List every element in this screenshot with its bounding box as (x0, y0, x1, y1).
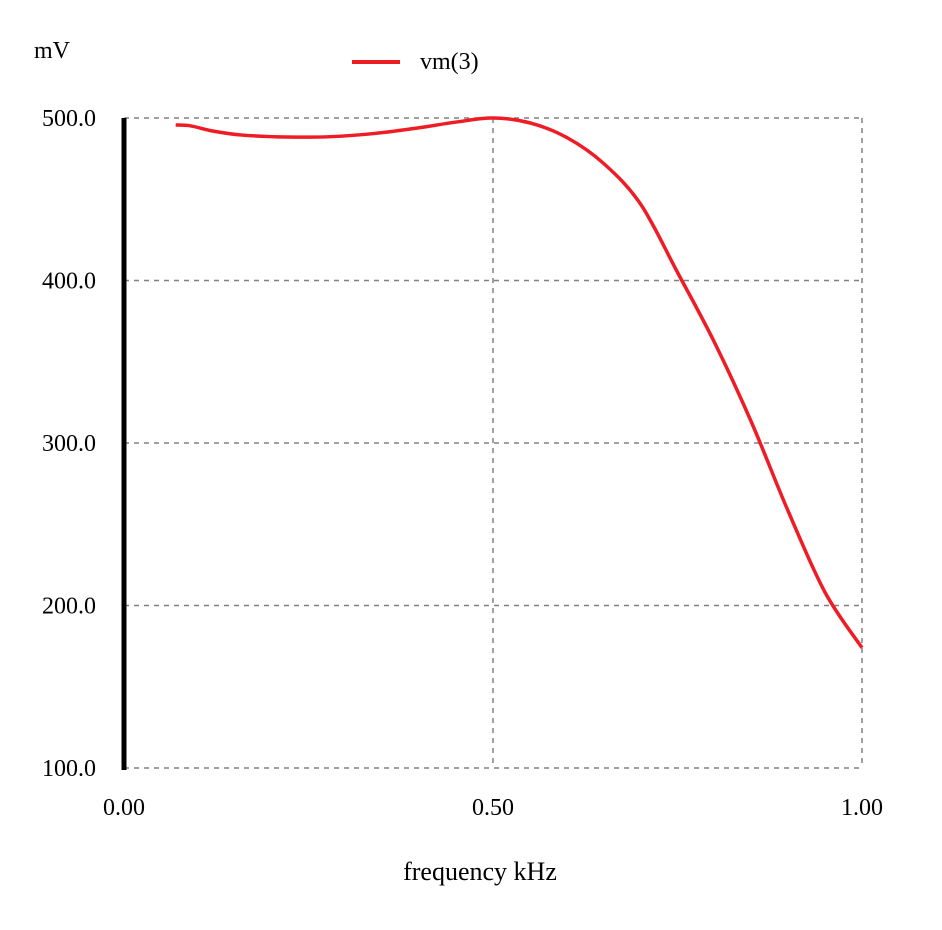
series-line-vm(3) (175, 116, 864, 649)
x-axis-label: frequency kHz (403, 857, 557, 886)
x-tick-label: 0.50 (472, 795, 514, 821)
y-tick-label: 300.0 (42, 431, 96, 457)
x-tick-label: 1.00 (841, 795, 883, 821)
y-tick-label: 500.0 (42, 106, 96, 132)
grid (124, 117, 863, 769)
y-tick-label: 400.0 (42, 269, 96, 295)
legend-label: vm(3) (420, 49, 479, 75)
y-tick-label: 100.0 (42, 756, 96, 782)
y-axis-label: mV (34, 38, 71, 64)
y-tick-label: 200.0 (42, 594, 96, 620)
x-tick-label: 0.00 (103, 795, 145, 821)
